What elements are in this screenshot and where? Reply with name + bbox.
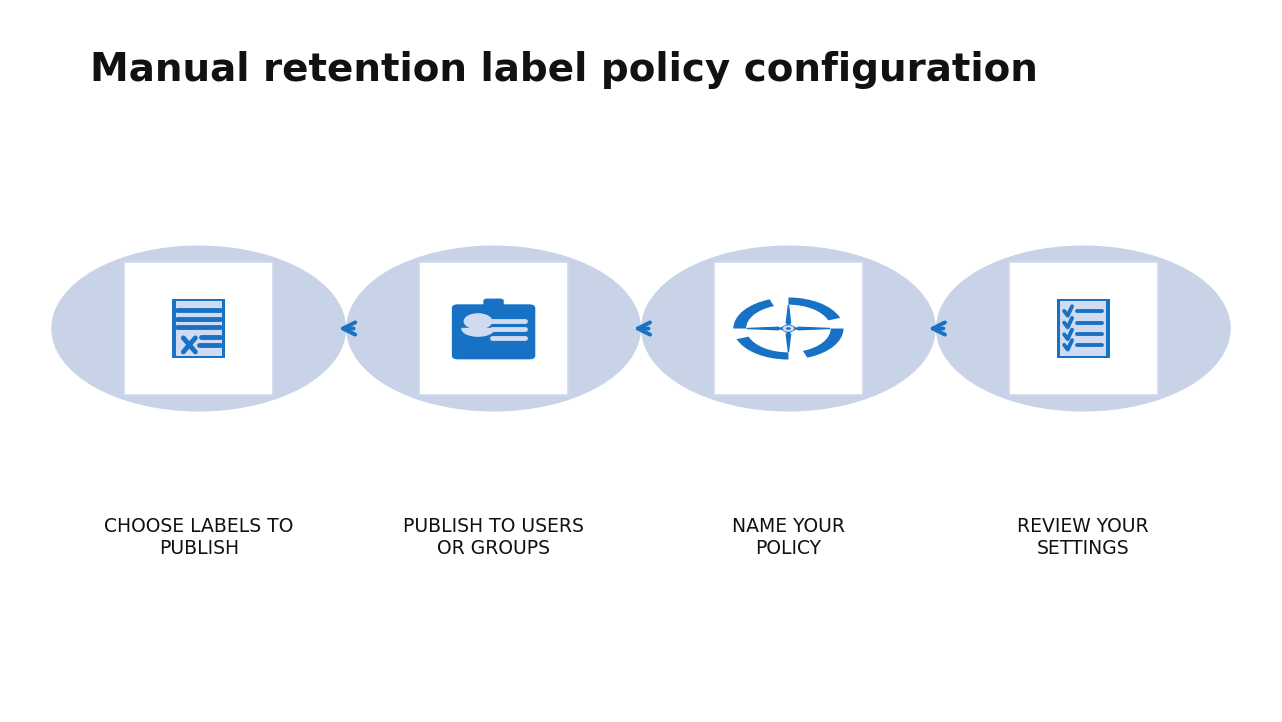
Wedge shape	[788, 297, 840, 321]
Wedge shape	[733, 300, 774, 329]
Wedge shape	[737, 336, 788, 360]
Text: CHOOSE LABELS TO
PUBLISH: CHOOSE LABELS TO PUBLISH	[104, 518, 294, 558]
Text: NAME YOUR
POLICY: NAME YOUR POLICY	[732, 518, 845, 558]
Text: Manual retention label policy configuration: Manual retention label policy configurat…	[90, 51, 1037, 89]
FancyBboxPatch shape	[714, 262, 863, 395]
FancyBboxPatch shape	[124, 262, 273, 395]
Circle shape	[464, 313, 492, 329]
FancyBboxPatch shape	[419, 262, 568, 395]
Circle shape	[936, 245, 1231, 412]
Circle shape	[782, 325, 795, 332]
FancyBboxPatch shape	[1056, 300, 1110, 357]
FancyBboxPatch shape	[176, 301, 222, 356]
FancyBboxPatch shape	[451, 304, 536, 360]
FancyBboxPatch shape	[1060, 301, 1106, 356]
Wedge shape	[803, 329, 844, 357]
Text: PUBLISH TO USERS
OR GROUPS: PUBLISH TO USERS OR GROUPS	[403, 518, 585, 558]
Polygon shape	[746, 305, 831, 352]
Polygon shape	[462, 329, 494, 336]
FancyBboxPatch shape	[483, 299, 504, 311]
Circle shape	[346, 245, 641, 412]
Circle shape	[641, 245, 936, 412]
FancyBboxPatch shape	[1009, 262, 1158, 395]
Text: REVIEW YOUR
SETTINGS: REVIEW YOUR SETTINGS	[1018, 518, 1149, 558]
Circle shape	[786, 327, 791, 330]
Circle shape	[51, 245, 346, 412]
FancyBboxPatch shape	[172, 300, 226, 357]
